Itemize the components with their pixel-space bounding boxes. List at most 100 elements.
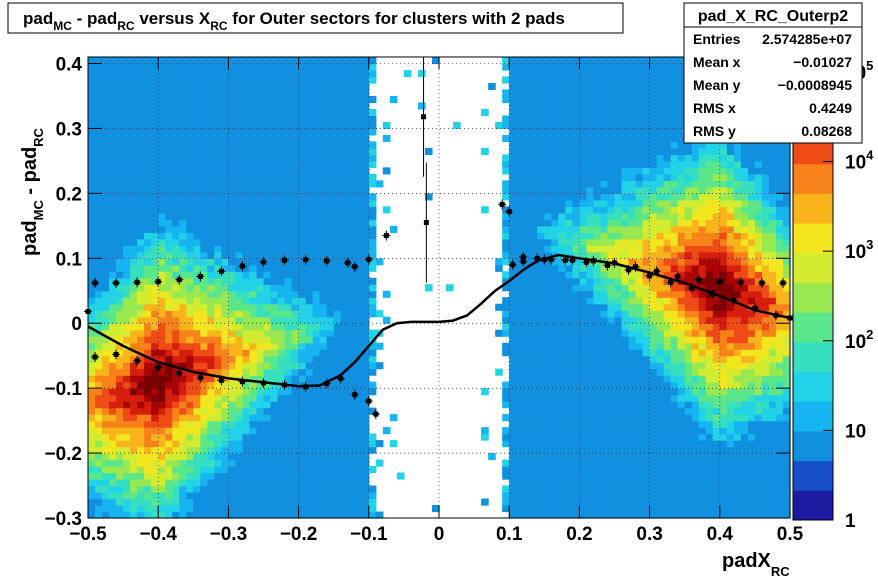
heatmap-cell <box>179 323 187 331</box>
heatmap-cell <box>144 420 152 428</box>
heatmap-cell <box>635 505 644 513</box>
heatmap-cell <box>277 225 286 233</box>
heatmap-cell <box>628 394 637 402</box>
heatmap-cell <box>298 63 307 71</box>
heatmap-cell <box>684 258 693 266</box>
heatmap-cell <box>263 303 272 311</box>
heatmap-cell <box>523 297 531 305</box>
heatmap-cell <box>502 388 510 396</box>
heatmap-cell <box>326 264 335 272</box>
heatmap-cell <box>102 368 110 376</box>
heatmap-cell <box>600 303 609 311</box>
heatmap-cell <box>572 323 580 331</box>
heatmap-cell <box>579 167 588 175</box>
heatmap-cell <box>347 134 356 143</box>
heatmap-cell <box>530 141 538 149</box>
heatmap-cell <box>642 492 651 500</box>
heatmap-cell <box>368 498 377 506</box>
heatmap-cell <box>123 394 131 402</box>
heatmap-cell <box>221 128 229 136</box>
heatmap-cell <box>186 355 194 363</box>
heatmap-cell <box>284 82 293 91</box>
heatmap-cell <box>284 310 293 318</box>
heatmap-cell <box>200 310 208 318</box>
heatmap-cell <box>284 108 293 117</box>
heatmap-cell <box>221 297 229 305</box>
heatmap-cell <box>158 368 166 376</box>
heatmap-cell <box>109 368 117 376</box>
heatmap-cell <box>698 407 707 415</box>
heatmap-cell <box>158 193 166 201</box>
heatmap-cell <box>677 381 686 389</box>
heatmap-cell <box>207 505 215 513</box>
heatmap-cell <box>298 329 307 337</box>
heatmap-cell <box>586 277 595 285</box>
heatmap-cell <box>179 245 187 253</box>
heatmap-cell <box>551 368 559 376</box>
heatmap-cell <box>179 76 187 84</box>
heatmap-cell <box>621 154 630 162</box>
heatmap-cell <box>635 453 644 461</box>
heatmap-cell <box>523 199 531 207</box>
heatmap-cell <box>88 433 96 441</box>
heatmap-cell <box>256 440 265 448</box>
heatmap-cell <box>551 212 559 220</box>
heatmap-cell <box>354 479 363 487</box>
heatmap-cell <box>200 342 208 350</box>
heatmap-cell <box>600 427 609 435</box>
heatmap-cell <box>635 69 644 78</box>
heatmap-cell <box>635 251 644 259</box>
heatmap-cell <box>109 284 117 292</box>
heatmap-cell <box>537 459 545 467</box>
heatmap-cell <box>116 141 124 149</box>
heatmap-cell <box>284 401 293 409</box>
heatmap-cell <box>221 69 229 78</box>
heatmap-cell <box>270 375 279 383</box>
heatmap-cell <box>551 128 559 136</box>
heatmap-cell <box>326 258 335 266</box>
heatmap-cell <box>123 323 131 331</box>
heatmap-cell <box>361 212 370 220</box>
heatmap-cell <box>614 381 623 389</box>
heatmap-cell <box>593 186 602 194</box>
heatmap-cell <box>102 206 110 214</box>
heatmap-cell <box>165 82 173 91</box>
heatmap-cell <box>509 492 517 500</box>
heatmap-cell <box>600 414 609 422</box>
heatmap-cell <box>663 388 672 396</box>
heatmap-cell <box>544 492 552 500</box>
heatmap-cell <box>312 271 321 279</box>
heatmap-cell <box>614 57 623 65</box>
heatmap-cell <box>214 336 222 344</box>
heatmap-cell <box>649 121 658 130</box>
heatmap-cell <box>586 453 595 461</box>
heatmap-cell <box>319 459 328 467</box>
heatmap-cell <box>614 349 623 357</box>
heatmap-cell <box>537 466 545 474</box>
heatmap-cell <box>102 115 110 123</box>
heatmap-cell <box>663 245 672 253</box>
heatmap-cell <box>326 121 335 130</box>
heatmap-cell <box>516 284 524 292</box>
heatmap-cell <box>95 316 103 324</box>
heatmap-cell <box>544 115 552 123</box>
heatmap-cell <box>551 57 559 65</box>
heatmap-cell <box>291 167 300 175</box>
heatmap-cell <box>565 362 573 370</box>
heatmap-cell <box>123 121 131 130</box>
heatmap-cell <box>123 459 131 467</box>
heatmap-cell <box>312 199 321 207</box>
heatmap-cell <box>137 232 145 240</box>
heatmap-cell <box>263 141 272 149</box>
heatmap-cell <box>249 316 258 324</box>
heatmap-cell <box>123 453 131 461</box>
heatmap-cell <box>361 232 370 240</box>
heatmap-cell <box>116 63 124 71</box>
heatmap-cell <box>537 193 545 201</box>
heatmap-cell <box>214 160 222 168</box>
heatmap-cell <box>109 154 117 162</box>
heatmap-cell <box>530 173 538 181</box>
heatmap-cell <box>179 511 187 519</box>
heatmap-cell <box>200 290 208 298</box>
heatmap-cell <box>663 394 672 402</box>
